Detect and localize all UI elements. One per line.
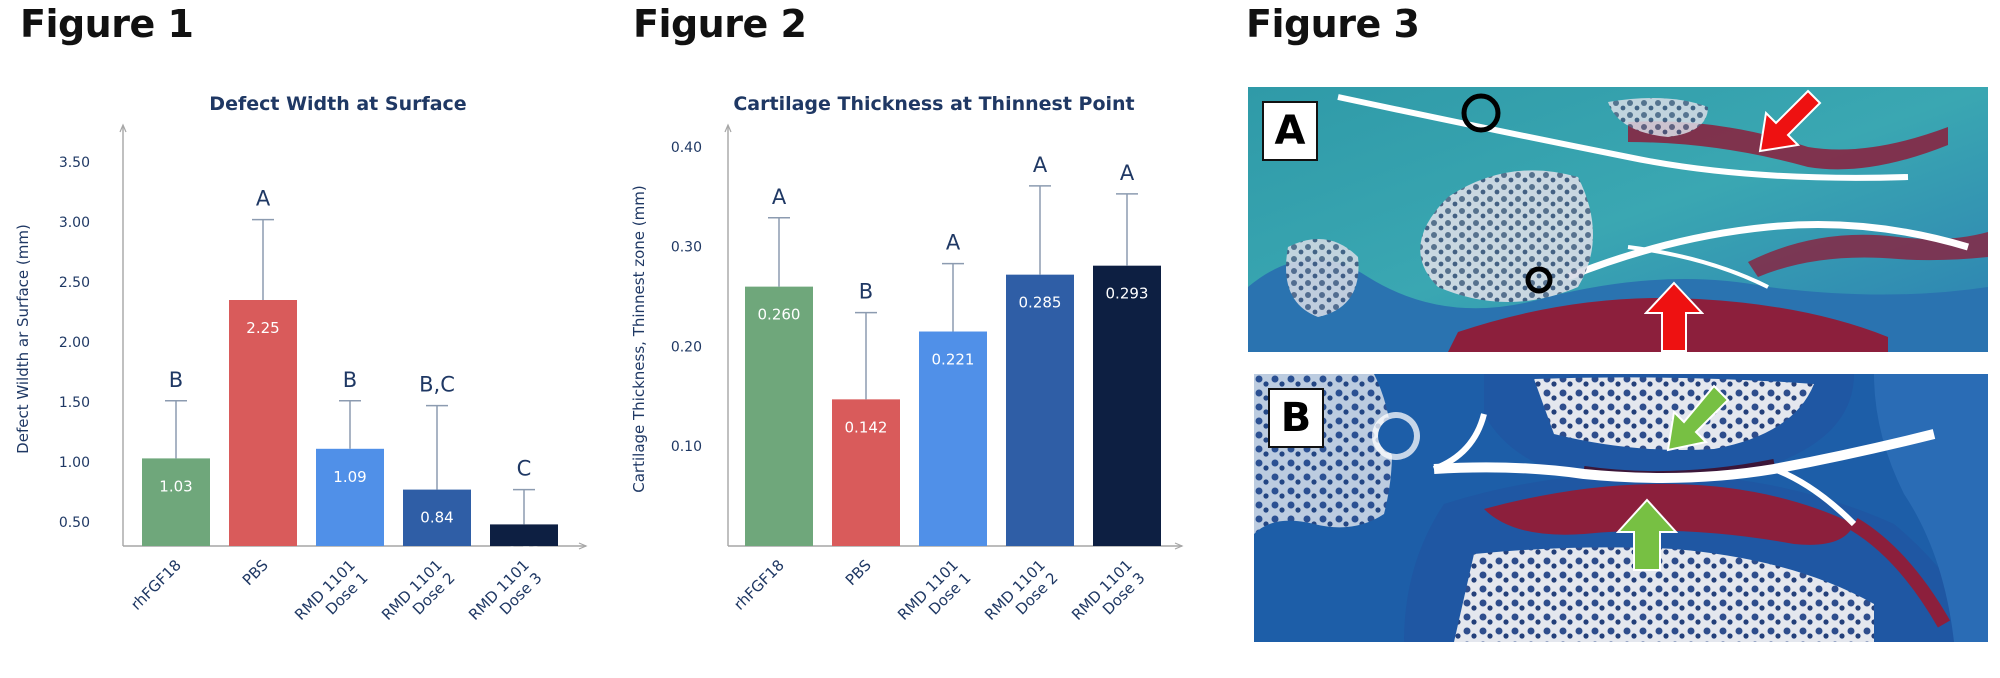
bar-value-label: 0.84 [420, 509, 453, 527]
histology-panel-a: A [1248, 87, 1988, 352]
bar [229, 300, 297, 546]
figure-3-heading: Figure 3 [1246, 2, 1420, 46]
y-axis-arrow-icon [724, 123, 732, 133]
bar [1006, 274, 1074, 546]
significance-label: B [343, 368, 357, 392]
y-tick-label: 0.40 [671, 140, 702, 156]
category-label-line: PBS [239, 556, 272, 589]
category-label: RMD 1101Dose 3 [465, 556, 546, 637]
bar-value-label: 0.293 [1106, 285, 1149, 303]
y-tick-label: 1.50 [59, 395, 90, 411]
red-arrow-icon [1644, 281, 1704, 352]
y-tick-label: 3.00 [59, 215, 90, 231]
bar [1093, 265, 1161, 546]
significance-label: A [772, 185, 787, 209]
significance-label: B [859, 280, 873, 304]
bar [832, 399, 900, 546]
category-label-line: rhFGF18 [127, 556, 185, 614]
bar-value-label: 1.03 [159, 477, 192, 495]
y-tick-label: 2.00 [59, 335, 90, 351]
significance-label: A [946, 231, 961, 255]
histology-image-a [1248, 87, 1988, 352]
y-tick-label: 0.30 [671, 240, 702, 256]
category-label: RMD 1101Dose 2 [378, 556, 459, 637]
y-axis-label: Defect Wildth ar Surface (mm) [14, 224, 32, 454]
significance-label: A [1033, 153, 1048, 177]
chart-title: Defect Width at Surface [209, 93, 466, 115]
bar-value-label: 0.53 [507, 543, 540, 561]
significance-label: B [169, 368, 183, 392]
y-tick-label: 0.50 [59, 515, 90, 531]
significance-label: A [1120, 161, 1135, 185]
x-axis-arrow-icon [578, 542, 588, 550]
panel-b-label: B [1268, 388, 1324, 448]
bar-value-label: 2.25 [246, 319, 279, 337]
y-tick-label: 0.20 [671, 339, 702, 355]
bar [919, 331, 987, 546]
category-label: PBS [239, 556, 272, 589]
bar [142, 458, 210, 546]
bar-value-label: 0.285 [1019, 294, 1062, 312]
red-arrow-icon [1758, 89, 1822, 153]
category-label-line: PBS [842, 556, 875, 589]
category-label-line: rhFGF18 [730, 556, 788, 614]
chart-title: Cartilage Thickness at Thinnest Point [733, 93, 1134, 115]
category-label: RMD 1101Dose 2 [981, 556, 1062, 637]
y-axis-label: Cartilage Thickness, Thinnest zone (mm) [630, 185, 648, 492]
bar [745, 286, 813, 546]
y-tick-label: 1.00 [59, 455, 90, 471]
histology-panel-b: B [1254, 374, 1988, 642]
significance-label: A [256, 187, 271, 211]
bar [403, 489, 471, 546]
bar [490, 524, 558, 546]
green-arrow-icon [1616, 498, 1678, 571]
bar-value-label: 0.142 [845, 418, 888, 436]
category-label: RMD 1101Dose 1 [291, 556, 372, 637]
defect-width-chart: Defect Width at Surface 0.50 1.00 1.50 2.00 2… [14, 93, 588, 637]
x-axis-arrow-icon [1174, 542, 1184, 550]
figure-2-heading: Figure 2 [633, 2, 807, 46]
y-tick-label: 3.50 [59, 155, 90, 171]
significance-label: B,C [419, 373, 455, 397]
y-axis-arrow-icon [119, 123, 127, 133]
category-label: rhFGF18 [730, 556, 788, 614]
bar-value-label: 0.221 [932, 351, 975, 369]
cartilage-thickness-chart: Cartilage Thickness at Thinnest Point 0.1… [630, 93, 1184, 637]
bar-value-label: 0.260 [758, 306, 801, 324]
figure-1-heading: Figure 1 [20, 2, 194, 46]
category-label: RMD 1101Dose 1 [894, 556, 975, 637]
category-label: rhFGF18 [127, 556, 185, 614]
significance-label: C [517, 457, 532, 481]
y-tick-label: 2.50 [59, 275, 90, 291]
y-tick-label: 0.10 [671, 439, 702, 455]
category-label: PBS [842, 556, 875, 589]
bar-value-label: 1.09 [333, 468, 366, 486]
panel-a-label: A [1262, 101, 1318, 161]
category-label: RMD 1101Dose 3 [1068, 556, 1149, 637]
bar [316, 448, 384, 546]
green-arrow-icon [1666, 384, 1730, 452]
